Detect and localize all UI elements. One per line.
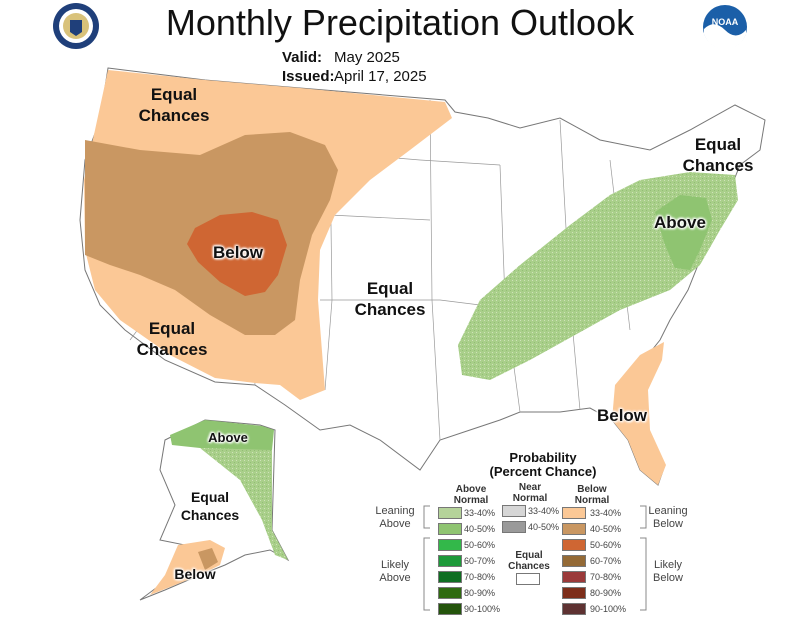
noaa-logo-icon: NOAA bbox=[703, 5, 747, 50]
label-central-equal-chances: Equal Chances bbox=[354, 279, 426, 319]
legend-label-above-90-100: 90-100% bbox=[464, 604, 501, 614]
legend-label-above-50-60: 50-60% bbox=[464, 540, 496, 550]
legend-swatch-above-50-60 bbox=[438, 539, 462, 551]
label-sw-equal-chances: Equal Chances bbox=[136, 319, 208, 359]
alaska-above bbox=[170, 420, 274, 450]
legend-label-below-60-70: 60-70% bbox=[590, 556, 622, 566]
issued-value: April 17, 2025 bbox=[334, 68, 427, 85]
legend-leaning-below: Leaning Below bbox=[648, 505, 688, 530]
label-ne-equal-chances: Equal Chances bbox=[682, 135, 754, 175]
label-ak-equal-chances: Equal Chances bbox=[180, 489, 240, 523]
legend-leaning-above: Leaning Above bbox=[375, 505, 415, 530]
legend-label-near-33-40: 33-40% bbox=[528, 506, 560, 516]
legend-label-below-40-50: 40-50% bbox=[590, 524, 622, 534]
valid-value: May 2025 bbox=[334, 49, 400, 66]
legend-swatch-below-70-80 bbox=[562, 571, 586, 583]
valid-issued: Valid: May 2025 Issued:April 17, 2025 bbox=[282, 48, 427, 86]
legend-label-above-33-40: 33-40% bbox=[464, 508, 496, 518]
legend-swatch-below-40-50 bbox=[562, 523, 586, 535]
noaa-logo-text: NOAA bbox=[712, 17, 739, 27]
legend-swatch-above-40-50 bbox=[438, 523, 462, 535]
page-title: Monthly Precipitation Outlook bbox=[165, 2, 635, 43]
legend-swatch-below-80-90 bbox=[562, 587, 586, 599]
legend-swatch-below-33-40 bbox=[562, 507, 586, 519]
legend-swatch-above-90-100 bbox=[438, 603, 462, 615]
legend-swatch-near-33-40 bbox=[502, 505, 526, 517]
above-40-50-east bbox=[655, 195, 712, 270]
label-west-below: Below bbox=[212, 243, 264, 262]
legend-label-below-90-100: 90-100% bbox=[590, 604, 627, 614]
label-se-below: Below bbox=[596, 406, 648, 425]
legend-swatch-near-40-50 bbox=[502, 521, 526, 533]
alaska-above-light bbox=[200, 448, 288, 560]
label-ak-below: Below bbox=[174, 566, 216, 582]
legend-label-below-50-60: 50-60% bbox=[590, 540, 622, 550]
legend-swatch-above-60-70 bbox=[438, 555, 462, 567]
legend-label-below-33-40: 33-40% bbox=[590, 508, 622, 518]
legend-near-head: Near Normal bbox=[512, 482, 548, 504]
legend-likely-above: Likely Above bbox=[379, 559, 411, 584]
label-east-above: Above bbox=[654, 213, 706, 232]
legend-label-above-80-90: 80-90% bbox=[464, 588, 496, 598]
label-ak-above: Above bbox=[208, 430, 248, 445]
below-33-40-southeast bbox=[612, 342, 666, 485]
legend-title: Probability (Percent Chance) bbox=[489, 450, 597, 479]
legend-swatch-below-50-60 bbox=[562, 539, 586, 551]
legend-label-near-40-50: 40-50% bbox=[528, 522, 560, 532]
legend-brackets bbox=[423, 505, 647, 611]
legend-swatch-below-60-70 bbox=[562, 555, 586, 567]
legend-likely-below: Likely Below bbox=[653, 559, 683, 584]
legend-above-head: Above Normal bbox=[453, 484, 489, 506]
legend-label-above-70-80: 70-80% bbox=[464, 572, 496, 582]
legend-label-below-80-90: 80-90% bbox=[590, 588, 622, 598]
legend-label-below-70-80: 70-80% bbox=[590, 572, 622, 582]
legend-equal-chances-label: Equal Chances bbox=[508, 550, 550, 572]
legend-swatch-below-90-100 bbox=[562, 603, 586, 615]
legend-swatch-above-33-40 bbox=[438, 507, 462, 519]
legend-swatch-above-80-90 bbox=[438, 587, 462, 599]
legend-below-head: Below Normal bbox=[574, 484, 610, 506]
legend-label-above-60-70: 60-70% bbox=[464, 556, 496, 566]
below-50-60-west bbox=[187, 212, 287, 296]
alaska-below-dark bbox=[198, 548, 218, 570]
legend-label-above-40-50: 40-50% bbox=[464, 524, 496, 534]
label-nw-equal-chances: Equal Chances bbox=[138, 85, 210, 125]
doc-seal-icon bbox=[53, 3, 99, 49]
valid-label: Valid: bbox=[282, 49, 323, 66]
legend-swatch-equal-chances bbox=[516, 573, 540, 585]
issued-label: Issued: bbox=[282, 68, 335, 85]
legend-swatch-above-70-80 bbox=[438, 571, 462, 583]
